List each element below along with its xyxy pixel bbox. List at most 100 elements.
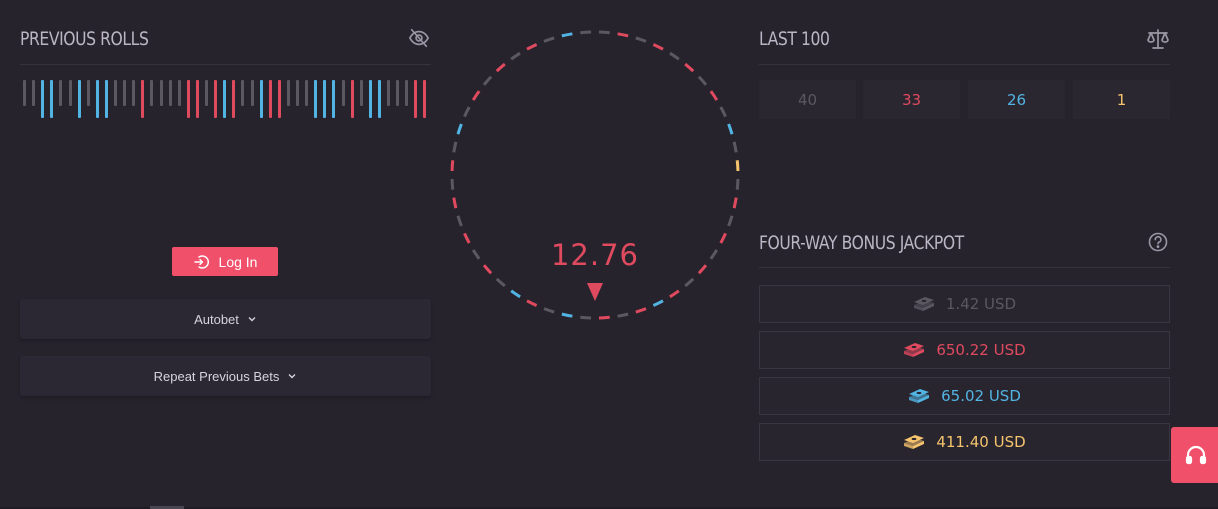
jackpot-row-blue: 65.02 USD (759, 377, 1170, 415)
roll-bar-red (232, 80, 236, 118)
previous-rolls-title: PREVIOUS ROLLS (20, 28, 149, 50)
roll-bar-grey (205, 80, 208, 106)
jackpot-title: FOUR-WAY BONUS JACKPOT (759, 232, 964, 254)
question-circle-icon[interactable] (1148, 232, 1168, 252)
count-gold-value: 1 (1116, 90, 1127, 109)
wheel-segment-blue (456, 123, 463, 135)
wheel-segment-red (697, 264, 708, 275)
wheel-segment-red (526, 43, 538, 51)
roll-bar-grey (159, 80, 163, 106)
roll-bar-blue (77, 80, 81, 118)
roll-bar-grey (305, 80, 309, 106)
jackpot-amount-gold: 411.40 USD (936, 433, 1026, 451)
scale-icon[interactable] (1146, 28, 1170, 50)
wheel-segment-red (684, 62, 695, 73)
login-button[interactable]: Log In (172, 247, 278, 276)
roll-bar-blue (323, 80, 327, 118)
repeat-label: Repeat Previous Bets (153, 368, 280, 384)
roll-bar-grey (86, 80, 90, 106)
wheel-segment-red (495, 62, 506, 73)
wheel-segment-red (598, 315, 610, 320)
count-gold: 1 (1073, 80, 1170, 119)
wheel-segment-grey (580, 315, 592, 320)
jackpot-row-grey: 1.42 USD (759, 285, 1170, 323)
wheel-segment-blue (510, 289, 521, 299)
wheel-segment-red (526, 299, 538, 307)
wheel-segment-red (669, 289, 680, 299)
money-stack-icon (913, 297, 934, 311)
wheel-segment-grey (697, 75, 708, 86)
wheel-segment-red (709, 90, 719, 101)
roll-bar-grey (123, 80, 127, 106)
count-grey-value: 40 (797, 90, 818, 109)
wheel-segment-grey (669, 51, 680, 61)
wheel-segment-grey (635, 36, 647, 43)
wheel-segment-red (463, 232, 471, 244)
wheel-segment-blue (561, 312, 573, 318)
count-blue: 26 (968, 80, 1065, 119)
wheel-segment-grey (471, 249, 481, 260)
autobet-dropdown[interactable]: Autobet (20, 299, 431, 339)
repeat-previous-bets-dropdown[interactable]: Repeat Previous Bets (20, 356, 431, 396)
wheel-segment-red (471, 90, 481, 101)
previous-rolls-divider (20, 64, 431, 65)
money-stack-icon (904, 435, 925, 449)
roll-bar-red (186, 80, 190, 118)
wheel-segment-grey (543, 36, 555, 43)
roll-bar-grey (396, 80, 400, 106)
wheel-segment-red (452, 197, 458, 209)
wheel-segment-grey (450, 178, 455, 190)
roulette-wheel (450, 30, 740, 320)
roll-bar-grey (286, 80, 290, 106)
roll-bar-red (423, 80, 427, 118)
wheel-segment-grey (452, 141, 458, 153)
roll-bar-grey (296, 80, 299, 106)
bottom-scroll-marker (150, 506, 184, 509)
wheel-segment-grey (684, 277, 695, 288)
wheel-segment-blue (561, 32, 573, 38)
wheel-segment-grey (510, 51, 521, 61)
chevron-down-icon (248, 317, 256, 322)
count-red: 33 (863, 80, 960, 119)
roll-bar-blue (41, 80, 45, 118)
roll-bar-red (268, 80, 272, 118)
wheel-segment-grey (543, 307, 555, 314)
roll-bar-red (414, 80, 418, 118)
roll-bar-grey (387, 80, 390, 106)
roll-bar-grey (250, 80, 254, 106)
money-stack-icon (909, 389, 930, 403)
wheel-segment-gold (735, 160, 740, 172)
roll-bar-grey (177, 80, 181, 106)
money-stack-icon (904, 343, 925, 357)
wheel-segment-red (617, 32, 629, 38)
roll-bar-grey (241, 80, 245, 106)
roll-bar-blue (314, 80, 318, 118)
wheel-segment-red (482, 264, 493, 275)
wheel-segment-grey (735, 178, 740, 190)
wheel-segment-red (450, 160, 455, 172)
roll-bar-blue (95, 80, 99, 118)
autobet-label: Autobet (194, 311, 239, 327)
roll-bar-blue (332, 80, 336, 118)
wheel-segment-grey (463, 106, 471, 118)
last-100-divider (759, 64, 1170, 65)
wheel-segment-grey (732, 141, 738, 153)
support-button[interactable] (1171, 427, 1218, 483)
result-pointer-icon (587, 283, 603, 301)
wheel-segment-grey (456, 215, 463, 227)
wheel-segment-blue (727, 123, 734, 135)
bottom-border (0, 507, 1218, 509)
roll-bar-red (195, 80, 199, 118)
wheel-segment-red (732, 197, 738, 209)
roll-bar-grey (59, 80, 63, 106)
jackpot-row-gold: 411.40 USD (759, 423, 1170, 461)
wheel-segment-red (719, 232, 727, 244)
previous-rolls-bars (23, 80, 433, 118)
jackpot-amount-red: 650.22 USD (936, 341, 1026, 359)
count-blue-value: 26 (1006, 90, 1027, 109)
roll-bar-red (214, 80, 218, 118)
roll-bar-grey (32, 80, 36, 106)
wheel-segment-red (652, 43, 664, 51)
roll-bar-red (350, 80, 354, 118)
eye-slash-icon[interactable] (408, 27, 430, 49)
